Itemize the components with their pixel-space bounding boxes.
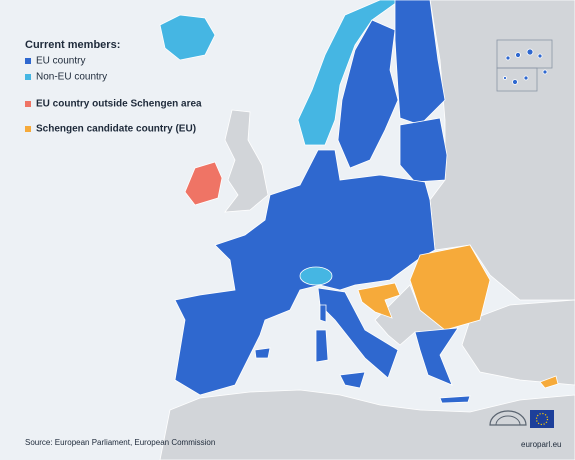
islands — [503, 48, 548, 85]
brand: europarl.eu — [521, 440, 561, 449]
ireland — [184, 161, 223, 206]
legend-label: Schengen candidate country (EU) — [36, 124, 196, 135]
sardinia — [315, 329, 329, 363]
uk — [224, 109, 269, 213]
source: Source: European Parliament, European Co… — [25, 438, 215, 447]
croatia — [357, 282, 401, 319]
legend-swatch — [25, 58, 31, 64]
switzerland — [299, 266, 333, 286]
romania-bulgaria — [409, 244, 491, 331]
legend-label: EU country outside Schengen area — [36, 99, 202, 110]
baltics — [399, 117, 448, 183]
iceland — [159, 14, 216, 61]
sweden — [337, 19, 399, 169]
legend-label: EU country — [36, 56, 85, 67]
cyprus — [539, 375, 559, 389]
inset-frame — [496, 67, 538, 92]
balearics — [254, 347, 271, 359]
legend-swatch — [25, 126, 31, 132]
crete — [439, 395, 471, 404]
legend: EU country Non-EU country EU country outsi… — [25, 56, 202, 135]
legend-swatch — [25, 101, 31, 107]
corsica — [319, 304, 327, 323]
norway — [297, 0, 401, 146]
africa — [159, 389, 575, 460]
logo — [489, 410, 554, 428]
legend-swatch — [25, 74, 31, 80]
russia — [429, 0, 575, 301]
legend-title: Current members: — [25, 39, 120, 51]
sicily — [339, 371, 366, 389]
greece — [414, 327, 459, 386]
legend-label: Non-EU country — [36, 72, 107, 83]
